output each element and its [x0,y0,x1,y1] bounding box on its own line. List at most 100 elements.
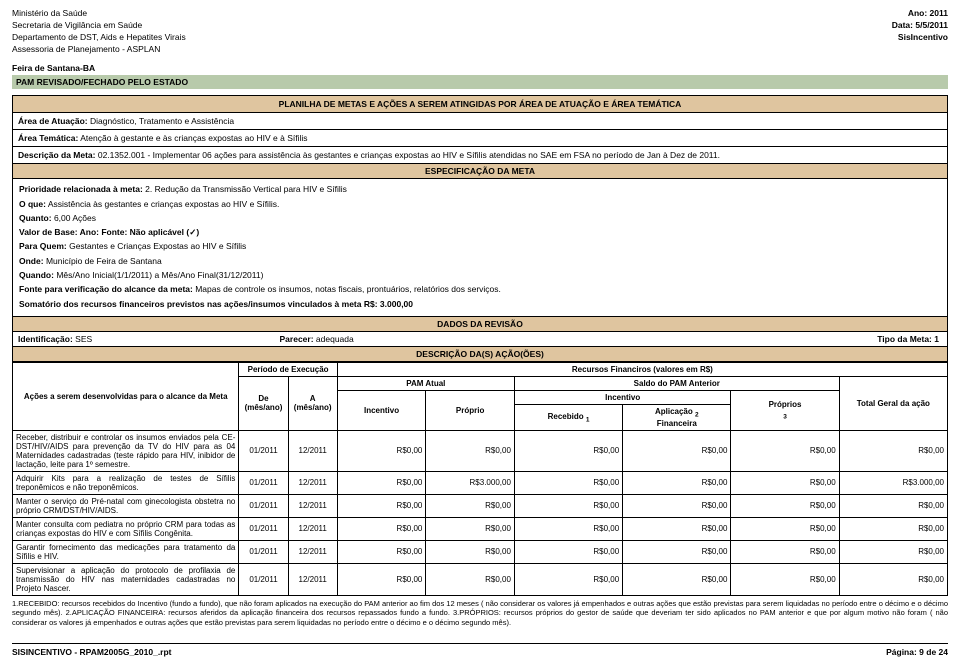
paraquem-label: Para Quem: [19,241,67,251]
cell-v4: R$0,00 [731,430,839,471]
table-head: Ações a serem desenvolvidas para o alcan… [13,363,948,431]
base-line: Valor de Base: Ano: Fonte: Não aplicável… [19,227,199,237]
footer: SISINCENTIVO - RPAM2005G_2010_.rpt Págin… [12,643,948,657]
desc-header: DESCRIÇÃO DA(S) AÇÃO(ÕES) [12,347,948,362]
cell-de: 01/2011 [239,494,288,517]
cell-v2: R$0,00 [514,430,622,471]
cell-v3: R$0,00 [623,494,731,517]
cell-v0: R$0,00 [337,540,426,563]
cell-v1: R$0,00 [426,494,515,517]
spec-header: ESPECIFICAÇÃO DA META [12,164,948,179]
cell-acao: Manter o serviço do Pré-natal com gineco… [13,494,239,517]
page-header: Ministério da Saúde Secretaria de Vigilâ… [12,8,948,55]
area-tematica-value: Atenção à gestante e às crianças exposta… [80,133,307,143]
year-line: Ano: 2011 [892,8,948,19]
cell-v2: R$0,00 [514,540,622,563]
table-row: Adquirir Kits para a realização de teste… [13,471,948,494]
cell-v4: R$0,00 [731,563,839,595]
banner: PLANILHA DE METAS E AÇÕES A SEREM ATINGI… [12,95,948,113]
tipo-value: 1 [934,334,939,344]
parecer-value: adequada [316,334,354,344]
cell-acao: Manter consulta com pediatra no próprio … [13,517,239,540]
location-title: Feira de Santana-BA [12,63,948,73]
col-pam: PAM Atual [337,377,514,391]
soma-label: Somatório dos recursos financeiros previ… [19,299,378,309]
cell-v5: R$0,00 [839,563,947,595]
footer-left: SISINCENTIVO - RPAM2005G_2010_.rpt [12,647,172,657]
cell-de: 01/2011 [239,471,288,494]
cell-v2: R$0,00 [514,517,622,540]
col-incentivo2: Incentivo [514,391,731,405]
soma-value: 3.000,00 [380,299,413,309]
cell-a: 12/2011 [288,471,337,494]
ministry: Ministério da Saúde [12,8,186,19]
quanto-value: 6,00 Ações [54,213,96,223]
cell-v4: R$0,00 [731,494,839,517]
col-periodo: Período de Execução [239,363,337,377]
cell-v2: R$0,00 [514,563,622,595]
cell-a: 12/2011 [288,517,337,540]
area-atuacao-label: Área de Atuação: [18,116,88,126]
cell-v5: R$0,00 [839,494,947,517]
cell-v3: R$0,00 [623,563,731,595]
cell-v4: R$0,00 [731,517,839,540]
department: Departamento de DST, Aids e Hepatites Vi… [12,32,186,43]
oque-value: Assistência às gestantes e crianças expo… [48,199,280,209]
cell-v0: R$0,00 [337,471,426,494]
prioridade-value: 2. Redução da Transmissão Vertical para … [145,184,347,194]
col-saldo: Saldo do PAM Anterior [514,377,839,391]
cell-acao: Garantir fornecimento das medicações par… [13,540,239,563]
cell-a: 12/2011 [288,494,337,517]
cell-v1: R$3.000,00 [426,471,515,494]
quando-value: Mês/Ano Inicial(1/1/2011) a Mês/Ano Fina… [56,270,263,280]
area-atuacao-value: Diagnóstico, Tratamento e Assistência [90,116,234,126]
cell-acao: Adquirir Kits para a realização de teste… [13,471,239,494]
cell-v1: R$0,00 [426,430,515,471]
header-left: Ministério da Saúde Secretaria de Vigilâ… [12,8,186,55]
area-tematica-row: Área Temática: Atenção à gestante e às c… [12,130,948,147]
cell-v5: R$0,00 [839,430,947,471]
quando-label: Quando: [19,270,54,280]
area-atuacao-row: Área de Atuação: Diagnóstico, Tratamento… [12,113,948,130]
cell-v0: R$0,00 [337,494,426,517]
prioridade-label: Prioridade relacionada à meta: [19,184,143,194]
col-acoes: Ações a serem desenvolvidas para o alcan… [13,363,239,431]
table-row: Supervisionar a aplicação do protocolo d… [13,563,948,595]
meta-desc-label: Descrição da Meta: [18,150,95,160]
header-right: Ano: 2011 Data: 5/5/2011 SisIncentivo [892,8,948,55]
cell-de: 01/2011 [239,563,288,595]
cell-v1: R$0,00 [426,563,515,595]
cell-v5: R$0,00 [839,540,947,563]
table-row: Garantir fornecimento das medicações par… [13,540,948,563]
cell-v1: R$0,00 [426,517,515,540]
table-row: Manter consulta com pediatra no próprio … [13,517,948,540]
tipo-label: Tipo da Meta: [877,334,932,344]
area-tematica-label: Área Temática: [18,133,78,143]
cell-v3: R$0,00 [623,471,731,494]
oque-label: O que: [19,199,46,209]
cell-v3: R$0,00 [623,430,731,471]
col-proprio: Próprio [426,391,515,431]
quanto-label: Quanto: [19,213,52,223]
cell-v4: R$0,00 [731,540,839,563]
table-body: Receber, distribuir e controlar os insum… [13,430,948,595]
parecer-label: Parecer: [280,334,314,344]
onde-label: Onde: [19,256,44,266]
rev-header: DADOS DA REVISÃO [12,317,948,332]
cell-de: 01/2011 [239,430,288,471]
spec-body: Prioridade relacionada à meta: 2. Reduçã… [12,179,948,317]
col-total: Total Geral da ação [839,377,947,431]
cell-v4: R$0,00 [731,471,839,494]
cell-a: 12/2011 [288,430,337,471]
cell-v2: R$0,00 [514,494,622,517]
footer-right: Página: 9 de 24 [886,647,948,657]
table-row: Receber, distribuir e controlar os insum… [13,430,948,471]
system-name: SisIncentivo [892,32,948,43]
date-line: Data: 5/5/2011 [892,20,948,31]
cell-a: 12/2011 [288,540,337,563]
col-recursos: Recursos Financiros (valores em R$) [337,363,947,377]
col-a: A (mês/ano) [288,377,337,431]
ident-label: Identificação: [18,334,73,344]
fonte-label: Fonte para verificação do alcance da met… [19,284,193,294]
status-bar: PAM REVISADO/FECHADO PELO ESTADO [12,75,948,89]
